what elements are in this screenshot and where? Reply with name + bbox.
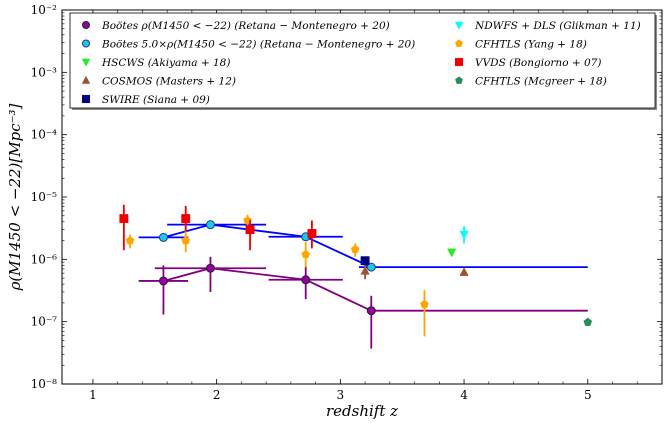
legend-marker: [82, 21, 90, 29]
x-tick-label: 2: [213, 388, 221, 402]
series-line: [163, 223, 372, 268]
legend-box: [69, 12, 656, 109]
data-point: [307, 229, 317, 238]
data-point: [301, 249, 310, 259]
data-point: [181, 214, 191, 224]
y-tick-label: 10⁻⁶: [31, 252, 58, 266]
data-point: [158, 232, 168, 242]
legend-marker: [81, 58, 91, 67]
legend-label: VVDS (Bongiorno + 07): [475, 57, 601, 69]
x-tick-label: 1: [89, 388, 97, 402]
data-point: [301, 275, 311, 285]
data-point: [360, 256, 370, 266]
legend-marker: [454, 57, 464, 67]
y-tick-label: 10⁻²: [31, 3, 58, 17]
data-point: [205, 263, 215, 273]
legend-marker: [454, 21, 464, 30]
y-axis-label: ρ(M1450 < −22)[Mpc⁻³]: [6, 103, 24, 291]
x-tick-label: 5: [584, 388, 592, 402]
data-point: [447, 248, 457, 258]
data-point: [459, 267, 469, 276]
y-tick-label: 10⁻⁴: [31, 128, 58, 142]
x-tick-label: 4: [460, 388, 468, 402]
data-point: [350, 244, 360, 253]
data-point: [360, 265, 370, 275]
data-point: [205, 220, 215, 230]
series-line: [163, 267, 372, 312]
data-point: [119, 214, 129, 224]
data-point: [125, 236, 135, 245]
x-tick-label: 3: [337, 388, 345, 402]
data-point: [459, 230, 469, 240]
legend-label: COSMOS (Masters + 12): [102, 76, 236, 88]
legend-marker: [455, 76, 463, 84]
legend-marker: [81, 75, 91, 84]
legend-marker: [455, 39, 463, 47]
data-point: [245, 225, 255, 235]
y-tick-label: 10⁻⁷: [31, 315, 58, 329]
x-axis-label: redshift z: [326, 402, 398, 420]
data-point: [420, 299, 429, 308]
legend-label: Boötes ρ(M1450 < −22) (Retana − Monteneg…: [101, 20, 390, 32]
data-point: [158, 276, 168, 286]
data-point: [583, 317, 593, 326]
legend-label: CFHTLS (Mcgreer + 18): [475, 76, 607, 88]
legend-label: HSCWS (Akiyama + 18): [101, 57, 230, 69]
y-tick-label: 10⁻⁸: [31, 377, 58, 391]
data-point: [366, 306, 376, 316]
legend-label: SWIRE (Siana + 09): [102, 94, 210, 106]
legend-label: NDWFS + DLS (Glikman + 11): [474, 20, 641, 32]
y-tick-label: 10⁻³: [31, 65, 58, 79]
legend-marker: [82, 39, 90, 48]
legend-label: Boötes 5.0×ρ(M1450 < −22) (Retana − Mont…: [101, 39, 415, 51]
data-point: [181, 236, 190, 245]
legend-marker: [81, 94, 91, 104]
legend-label: CFHTLS (Yang + 18): [475, 39, 587, 51]
y-tick-label: 10⁻⁵: [31, 190, 58, 204]
